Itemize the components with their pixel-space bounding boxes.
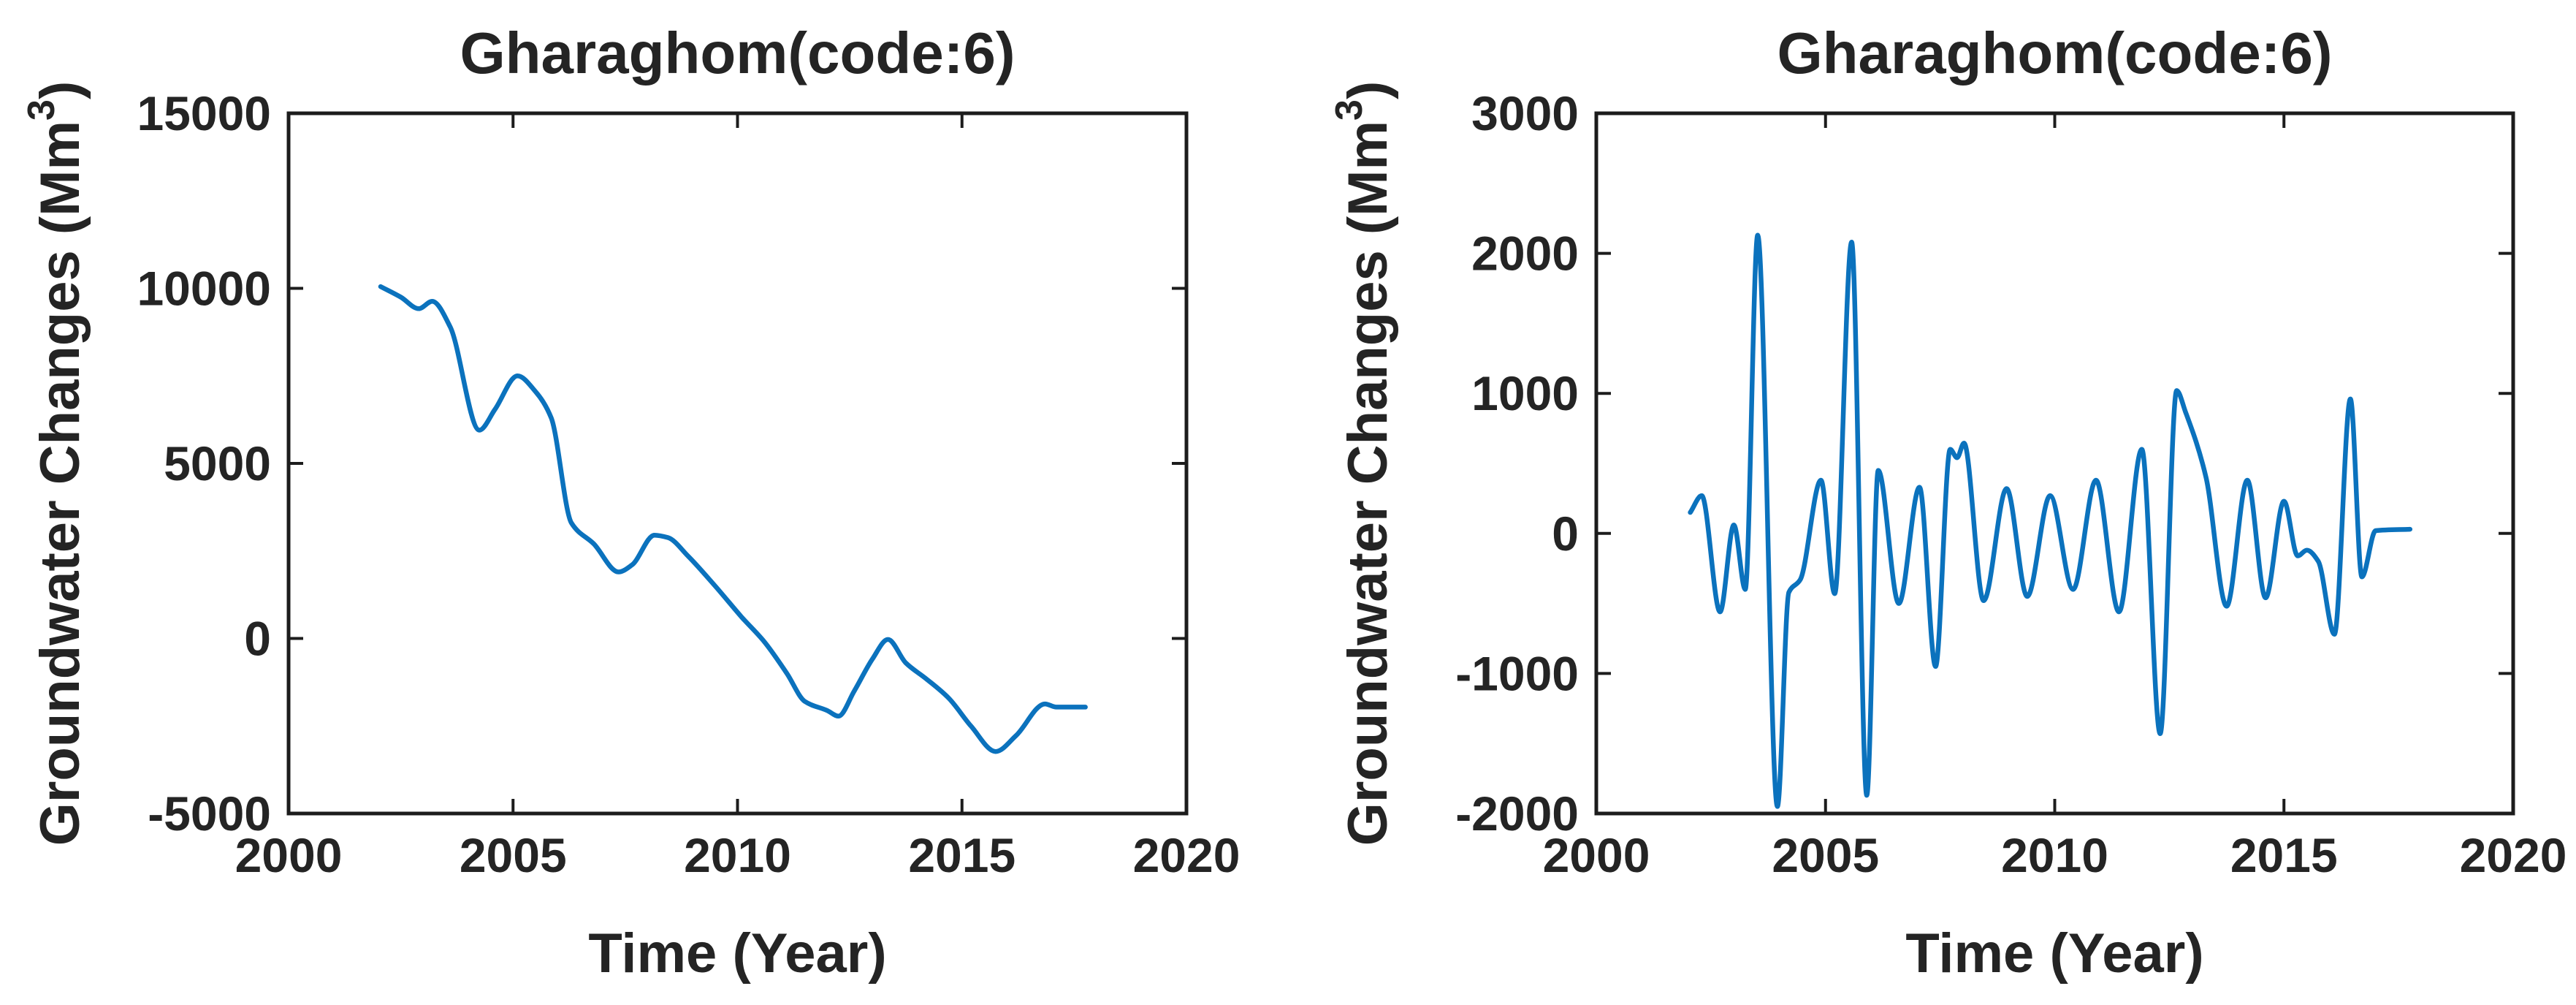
chart-title: Gharaghom(code:6) [460,20,1015,86]
x-tick-label: 2005 [460,828,567,882]
y-axis-label: Groundwater Changes (Mm3) [20,81,91,846]
y-axis-label-part: Groundwater Changes (Mm [1337,121,1399,846]
x-axis-label: Time (Year) [588,922,886,985]
y-axis-label-part: Groundwater Changes (Mm [29,121,91,846]
x-tick-label: 2005 [1772,828,1879,882]
y-axis-label-part: ) [29,81,91,99]
x-tick-label: 2000 [235,828,343,882]
x-tick-label: 2015 [2230,828,2338,882]
chart-groundwater-seasonal: 2000 2005 2010 2015 2020 -2000 -1000 0 1000 2000 3… [1288,0,2576,1005]
x-tick-label: 2010 [2001,828,2108,882]
chart-title: Gharaghom(code:6) [1777,20,2332,86]
x-tick-label: 2000 [1543,828,1650,882]
axis-ticks [1595,112,2515,815]
y-tick-label: 10000 [137,262,271,316]
x-axis-label: Time (Year) [1905,922,2203,985]
y-tick-label: 0 [1552,507,1579,561]
y-tick-label: 3000 [1471,86,1579,140]
seasonal-plot-svg: 2000 2005 2010 2015 2020 -2000 -1000 0 1000 2000 3… [1328,20,2567,985]
y-tick-label: -2000 [1455,786,1579,841]
y-axis-label-part: 3 [20,99,63,121]
y-tick-label: -1000 [1455,646,1579,700]
y-tick-label: 15000 [137,86,271,140]
x-tick-label: 2010 [684,828,791,882]
plot-border [1594,111,2515,816]
x-tick-label: 2020 [1133,828,1241,882]
chart-groundwater-trend: 2000 2005 2010 2015 2020 -5000 0 5000 10000 15000… [20,20,1241,985]
x-tick-label: 2015 [908,828,1015,882]
x-tick-label: 2020 [2460,828,2567,882]
y-axis-label-part: 3 [1328,99,1371,121]
y-tick-label: 2000 [1471,227,1579,281]
y-tick-label: 0 [244,612,271,666]
y-tick-label: 1000 [1471,366,1579,420]
groundwater-changes-seasonal-line [1688,232,2413,809]
y-tick-label: -5000 [148,786,271,841]
y-axis-label-part: ) [1337,81,1399,99]
trend-plot-svg: 2000 2005 2010 2015 2020 -5000 0 5000 10000 15000… [20,20,1241,985]
y-axis-label: Groundwater Changes (Mm3) [1328,81,1399,846]
plot-border [286,111,1189,816]
y-tick-label: 5000 [164,436,271,490]
groundwater-changes-trend-line [378,284,1088,754]
